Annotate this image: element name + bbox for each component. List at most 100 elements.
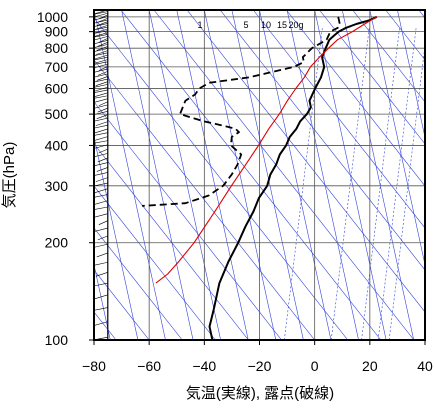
adiabat-line — [120, 10, 382, 340]
x-tick-label: −20 — [248, 358, 272, 374]
plot-grid — [94, 10, 425, 340]
wind-tick — [94, 307, 108, 311]
wind-tick — [94, 11, 108, 15]
y-tick-label: 500 — [45, 106, 69, 122]
dewpoint-curve — [141, 16, 341, 207]
wind-tick — [94, 213, 108, 218]
mixing-ratio-labels: 1 5 10 15 20g — [197, 20, 303, 30]
wind-tick — [94, 89, 108, 94]
wind-tick — [94, 52, 108, 57]
wind-tick — [94, 98, 108, 103]
reference-lines — [94, 10, 425, 340]
x-tick-label: −40 — [192, 358, 216, 374]
wind-tick — [94, 188, 108, 193]
wind-tick — [96, 252, 108, 258]
adiabat-line — [219, 10, 425, 271]
wind-tick — [94, 92, 108, 98]
wind-tick — [98, 66, 108, 71]
y-axis-title: 気圧(hPa) — [1, 142, 18, 209]
isotherm-line — [397, 10, 425, 139]
mixing-ratio-label: 20g — [288, 20, 303, 30]
y-tick-label: 200 — [45, 235, 69, 251]
isotherm-line — [341, 10, 415, 340]
wind-tick — [97, 107, 108, 113]
mixing-ratio-label: 10 — [261, 20, 271, 30]
wind-tick — [94, 194, 108, 198]
wind-tick — [94, 172, 108, 176]
wind-tick — [94, 162, 108, 167]
wind-tick — [95, 272, 108, 277]
wind-tick — [94, 61, 108, 65]
mixing-ratio-line — [330, 27, 370, 340]
isotherm-line — [424, 10, 425, 12]
wind-tick — [94, 128, 108, 134]
isotherm-line — [231, 10, 304, 340]
wind-tick — [95, 81, 108, 86]
y-tick-label: 400 — [45, 137, 69, 153]
adiabat-line — [186, 10, 425, 313]
wind-tick — [94, 59, 108, 64]
wind-tick — [94, 12, 108, 18]
isotherm-line — [259, 10, 332, 340]
isotherm-line — [121, 10, 194, 340]
wind-tick — [94, 84, 108, 88]
parcel-curve — [155, 16, 378, 284]
wind-tick — [96, 167, 108, 172]
x-tick-label: 20 — [362, 358, 378, 374]
wind-tick — [95, 177, 108, 182]
mixing-ratio-line — [361, 27, 400, 340]
adiabat-line — [153, 10, 415, 340]
wind-tick — [97, 71, 108, 76]
wind-tick — [94, 44, 108, 48]
wind-tick — [94, 144, 108, 149]
adiabat-line — [418, 10, 425, 19]
wind-tick — [94, 140, 108, 144]
adiabat-line — [94, 101, 282, 340]
wind-tick — [94, 200, 108, 205]
wind-tick — [94, 48, 108, 52]
isotherm-line — [176, 10, 249, 340]
wind-tick — [94, 28, 108, 34]
y-tick-label: 700 — [45, 59, 69, 75]
wind-tick — [94, 182, 108, 187]
wind-tick — [94, 73, 108, 78]
sounding-curves — [141, 15, 378, 340]
wind-tick — [94, 78, 108, 83]
wind-tick — [98, 101, 108, 107]
wind-tick — [94, 34, 108, 38]
wind-tick — [96, 46, 108, 51]
wind-tick — [96, 76, 108, 81]
adiabat-line — [94, 227, 183, 340]
wind-tick — [94, 117, 108, 122]
y-tick-label: 100 — [45, 332, 69, 348]
wind-tick — [97, 235, 108, 241]
adiabat-line — [352, 10, 425, 103]
temperature-curve — [208, 15, 378, 340]
wind-tick — [94, 54, 108, 60]
x-tick-label: 40 — [417, 358, 433, 374]
wind-tick — [95, 24, 108, 30]
wind-tick — [96, 114, 108, 119]
adiabat-line — [94, 17, 349, 340]
wind-tick — [94, 30, 108, 34]
mixing-ratio-line — [377, 27, 417, 340]
wind-tick — [94, 124, 108, 129]
x-tick-label: −80 — [82, 358, 106, 374]
wind-tick — [94, 23, 108, 27]
x-axis-ticks: −80 −60 −40 −20 0 20 40 — [82, 340, 433, 374]
isotherm-line — [369, 10, 425, 267]
mixing-ratio-label: 1 — [197, 20, 202, 30]
wind-tick — [94, 26, 108, 31]
x-tick-label: 0 — [311, 358, 319, 374]
mixing-ratio-label: 15 — [277, 20, 287, 30]
wind-tick — [95, 121, 108, 126]
wind-tick — [94, 56, 108, 61]
y-tick-label: 900 — [45, 24, 69, 40]
wind-tick — [94, 132, 108, 136]
adiabat-line — [94, 143, 249, 340]
x-tick-label: −60 — [137, 358, 161, 374]
y-tick-label: 600 — [45, 81, 69, 97]
wind-tick — [94, 63, 108, 69]
